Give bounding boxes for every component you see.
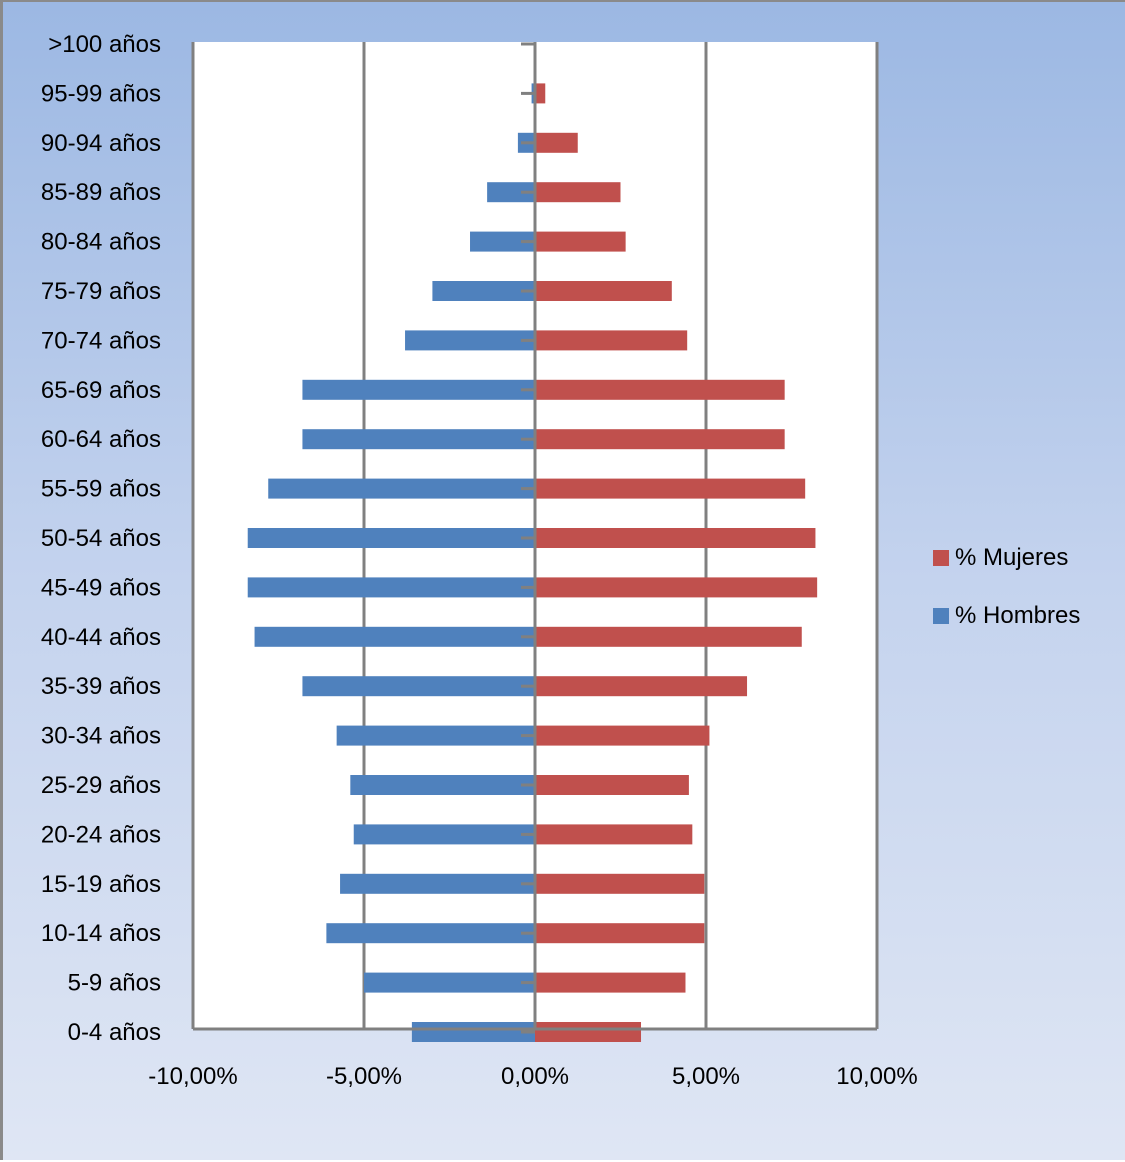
bar-hombres-5 (350, 775, 535, 795)
population-pyramid-chart: 0-4 años 5-9 años 10-14 años 15-19 años 20-2… (41, 31, 918, 1090)
bar-mujeres-15 (535, 281, 672, 301)
category-label-19: 95-99 años (41, 80, 161, 107)
bar-hombres-3 (340, 873, 535, 894)
bars (247, 83, 818, 1042)
bar-hombres-11 (268, 478, 535, 499)
bar-hombres-17 (487, 182, 535, 203)
category-label-6: 30-34 años (41, 723, 161, 750)
legend-item-mujeres: % Mujeres (933, 542, 1080, 574)
bar-mujeres-5 (535, 775, 689, 795)
bar-mujeres-13 (535, 379, 785, 400)
category-label-18: 90-94 años (41, 130, 161, 157)
bar-mujeres-0 (535, 1022, 642, 1042)
category-label-14: 70-74 años (41, 327, 161, 354)
bar-mujeres-18 (535, 132, 578, 153)
bar-hombres-9 (247, 577, 535, 598)
category-label-1: 5-9 años (68, 970, 161, 997)
category-label-11: 55-59 años (41, 476, 161, 503)
category-label-8: 40-44 años (41, 624, 161, 651)
category-label-16: 80-84 años (41, 229, 161, 256)
x-tick-label-3: 5,00% (672, 1063, 740, 1090)
category-label-9: 45-49 años (41, 574, 161, 601)
bar-mujeres-12 (535, 429, 785, 450)
category-label-15: 75-79 años (41, 278, 161, 305)
category-label-12: 60-64 años (41, 426, 161, 453)
bar-mujeres-6 (535, 725, 710, 746)
category-label-0: 0-4 años (68, 1019, 161, 1046)
category-label-17: 85-89 años (41, 179, 161, 206)
category-label-10: 50-54 años (41, 525, 161, 552)
category-label-7: 35-39 años (41, 673, 161, 700)
legend-swatch-mujeres (933, 550, 949, 566)
bar-hombres-15 (432, 281, 535, 301)
category-label-4: 20-24 años (41, 821, 161, 848)
bar-hombres-2 (326, 923, 535, 944)
category-label-20: >100 años (48, 31, 161, 58)
bar-mujeres-8 (535, 626, 802, 647)
bar-mujeres-7 (535, 676, 748, 697)
bar-hombres-14 (405, 330, 535, 351)
bar-mujeres-2 (535, 923, 705, 944)
category-label-5: 25-29 años (41, 772, 161, 799)
legend-label-hombres: % Hombres (955, 602, 1081, 629)
bar-hombres-0 (411, 1022, 535, 1042)
x-tick-label-0: -10,00% (148, 1063, 237, 1090)
category-label-3: 15-19 años (41, 871, 161, 898)
bar-mujeres-11 (535, 478, 806, 499)
bar-hombres-13 (302, 379, 535, 400)
bar-mujeres-16 (535, 231, 626, 252)
bar-hombres-1 (364, 972, 535, 993)
bar-hombres-16 (470, 231, 535, 252)
category-label-13: 65-69 años (41, 377, 161, 404)
bar-hombres-7 (302, 676, 535, 697)
axes (193, 42, 877, 1034)
x-tick-label-1: -5,00% (326, 1063, 402, 1090)
bar-mujeres-4 (535, 824, 693, 845)
bar-mujeres-19 (535, 83, 546, 104)
bar-mujeres-9 (535, 577, 818, 598)
bar-mujeres-3 (535, 873, 705, 894)
bar-hombres-8 (254, 626, 535, 647)
x-tick-label-4: 10,00% (836, 1063, 917, 1090)
legend: % Mujeres % Hombres (933, 542, 1080, 658)
legend-item-hombres: % Hombres (933, 600, 1080, 632)
bar-hombres-10 (247, 528, 535, 548)
bar-mujeres-1 (535, 972, 686, 993)
bar-mujeres-17 (535, 182, 621, 203)
labels: 0-4 años 5-9 años 10-14 años 15-19 años 20-2… (41, 31, 918, 1090)
legend-swatch-hombres (933, 608, 949, 624)
x-tick-label-2: 0,00% (501, 1063, 569, 1090)
bar-hombres-12 (302, 429, 535, 450)
bar-mujeres-10 (535, 528, 816, 548)
bar-mujeres-14 (535, 330, 688, 351)
bar-hombres-4 (353, 824, 535, 845)
bar-hombres-6 (336, 725, 535, 746)
legend-label-mujeres: % Mujeres (955, 544, 1069, 571)
category-label-2: 10-14 años (41, 920, 161, 947)
